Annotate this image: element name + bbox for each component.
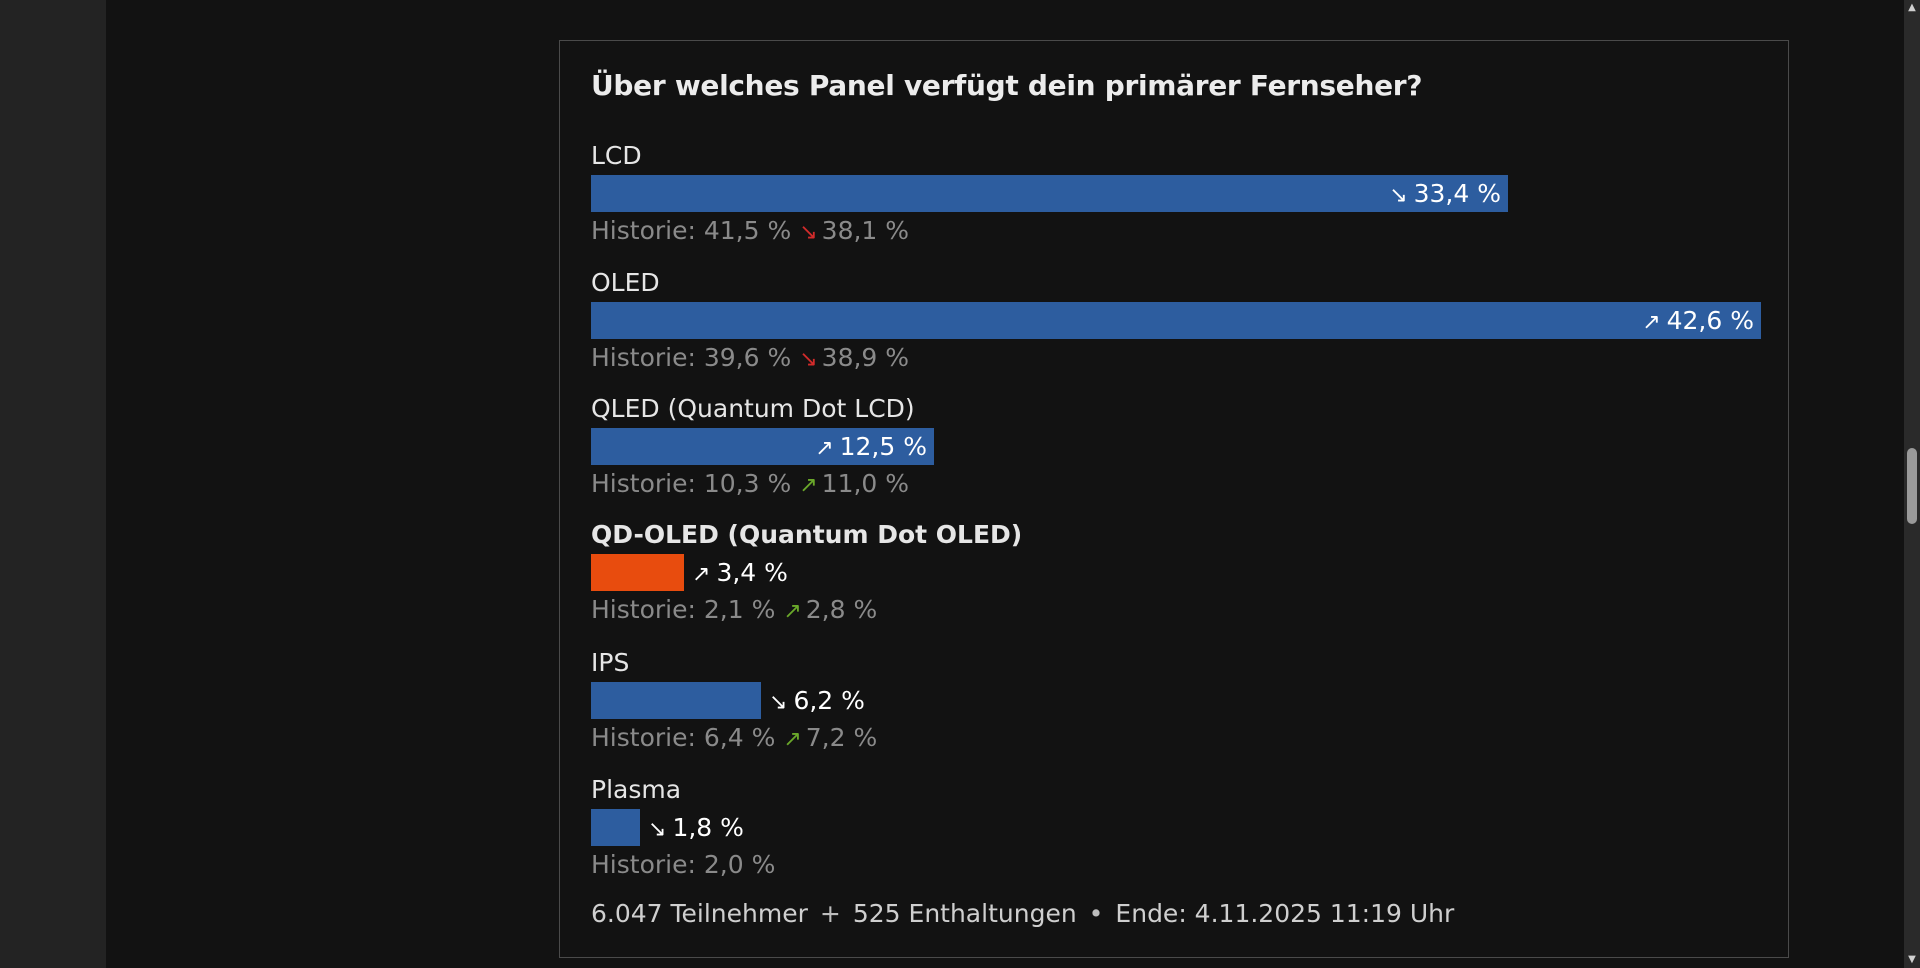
percentage-label: ↗ 42,6 % <box>1642 302 1761 339</box>
trend-up-icon: ↗ <box>692 562 711 587</box>
percentage-value: 33,4 % <box>1413 179 1501 208</box>
poll-end-date: Ende: 4.11.2025 11:19 Uhr <box>1115 899 1455 928</box>
option-label: QLED (Quantum Dot LCD) <box>591 394 915 423</box>
poll-title: Über welches Panel verfügt dein primärer… <box>591 69 1423 102</box>
abstentions-count: 525 Enthaltungen <box>852 899 1077 928</box>
history-value: 38,1 % <box>821 216 910 245</box>
history-trend-up-icon: ↗ <box>783 599 802 624</box>
trend-down-icon: ↘ <box>1389 183 1408 208</box>
history-label: Historie: <box>591 343 696 372</box>
history-value: 2,8 % <box>805 595 878 624</box>
scroll-thumb[interactable] <box>1907 448 1917 524</box>
history-label: Historie: <box>591 850 696 879</box>
result-bar <box>591 428 934 465</box>
bar-row: ↗ 12,5 % <box>591 428 1761 465</box>
percentage-value: 42,6 % <box>1666 306 1754 335</box>
percentage-value: 3,4 % <box>716 558 788 587</box>
poll-option: QLED (Quantum Dot LCD) ↗ 12,5 % Historie: 1… <box>591 394 1761 503</box>
history-trend-down-icon: ↘ <box>799 347 818 372</box>
history-line: Historie: 2,0 % <box>591 848 1761 882</box>
bar-row: ↘ 6,2 % <box>591 682 1761 719</box>
trend-up-icon: ↗ <box>1642 310 1661 335</box>
history-label: Historie: <box>591 216 696 245</box>
history-line: Historie: 39,6 % ↘ 38,9 % <box>591 341 1761 377</box>
result-bar <box>591 809 640 846</box>
result-bar <box>591 554 684 591</box>
history-line: Historie: 2,1 % ↗ 2,8 % <box>591 593 1761 629</box>
history-trend-up-icon: ↗ <box>783 727 802 752</box>
bar-row: ↘ 33,4 % <box>591 175 1761 212</box>
poll-option: Plasma ↘ 1,8 % Historie: 2,0 % <box>591 775 1761 882</box>
participants-count: 6.047 Teilnehmer <box>591 899 808 928</box>
percentage-value: 6,2 % <box>793 686 865 715</box>
scroll-down-arrow-icon[interactable]: ▼ <box>1908 954 1916 965</box>
poll-option: LCD ↘ 33,4 % Historie: 41,5 % ↘ 38,1 % <box>591 141 1761 250</box>
plus-separator: + <box>819 899 841 928</box>
history-value: 6,4 % <box>703 723 776 752</box>
percentage-label: ↘ 1,8 % <box>640 809 744 846</box>
bar-row: ↗ 42,6 % <box>591 302 1761 339</box>
trend-down-icon: ↘ <box>648 817 667 842</box>
percentage-value: 12,5 % <box>839 432 927 461</box>
history-trend-down-icon: ↘ <box>799 220 818 245</box>
history-value: 10,3 % <box>703 469 792 498</box>
history-value: 2,1 % <box>703 595 776 624</box>
bullet-separator: • <box>1088 899 1104 928</box>
scroll-up-arrow-icon[interactable]: ▲ <box>1908 2 1916 13</box>
result-bar <box>591 302 1761 339</box>
history-value: 38,9 % <box>821 343 910 372</box>
history-label: Historie: <box>591 469 696 498</box>
percentage-label: ↘ 33,4 % <box>1389 175 1508 212</box>
vertical-scrollbar[interactable]: ▲ ▼ <box>1904 0 1920 968</box>
history-line: Historie: 41,5 % ↘ 38,1 % <box>591 214 1761 250</box>
trend-down-icon: ↘ <box>769 690 788 715</box>
option-label: OLED <box>591 268 660 297</box>
poll-card: Über welches Panel verfügt dein primärer… <box>559 40 1789 958</box>
history-label: Historie: <box>591 595 696 624</box>
option-label: IPS <box>591 648 630 677</box>
bar-row: ↘ 1,8 % <box>591 809 1761 846</box>
percentage-label: ↘ 6,2 % <box>761 682 865 719</box>
history-value: 11,0 % <box>821 469 910 498</box>
percentage-label: ↗ 12,5 % <box>815 428 934 465</box>
option-label: QD-OLED (Quantum Dot OLED) <box>591 520 1023 549</box>
history-label: Historie: <box>591 723 696 752</box>
option-label: Plasma <box>591 775 682 804</box>
poll-footer: 6.047 Teilnehmer +525 Enthaltungen • Ende: … <box>591 899 1454 928</box>
poll-option: QD-OLED (Quantum Dot OLED) ↗ 3,4 % Historie… <box>591 520 1761 629</box>
page-content: Über welches Panel verfügt dein primärer… <box>106 0 1904 968</box>
result-bar <box>591 682 761 719</box>
history-value: 2,0 % <box>703 850 776 879</box>
percentage-value: 1,8 % <box>672 813 744 842</box>
poll-option: IPS ↘ 6,2 % Historie: 6,4 % ↗ 7,2 % <box>591 648 1761 757</box>
trend-up-icon: ↗ <box>815 436 834 461</box>
poll-option: OLED ↗ 42,6 % Historie: 39,6 % ↘ 38,9 % <box>591 268 1761 377</box>
history-value: 39,6 % <box>703 343 792 372</box>
history-value: 41,5 % <box>703 216 792 245</box>
history-line: Historie: 6,4 % ↗ 7,2 % <box>591 721 1761 757</box>
bar-row: ↗ 3,4 % <box>591 554 1761 591</box>
percentage-label: ↗ 3,4 % <box>684 554 788 591</box>
option-label: LCD <box>591 141 642 170</box>
history-line: Historie: 10,3 % ↗ 11,0 % <box>591 467 1761 503</box>
result-bar <box>591 175 1508 212</box>
history-value: 7,2 % <box>805 723 878 752</box>
history-trend-up-icon: ↗ <box>799 473 818 498</box>
